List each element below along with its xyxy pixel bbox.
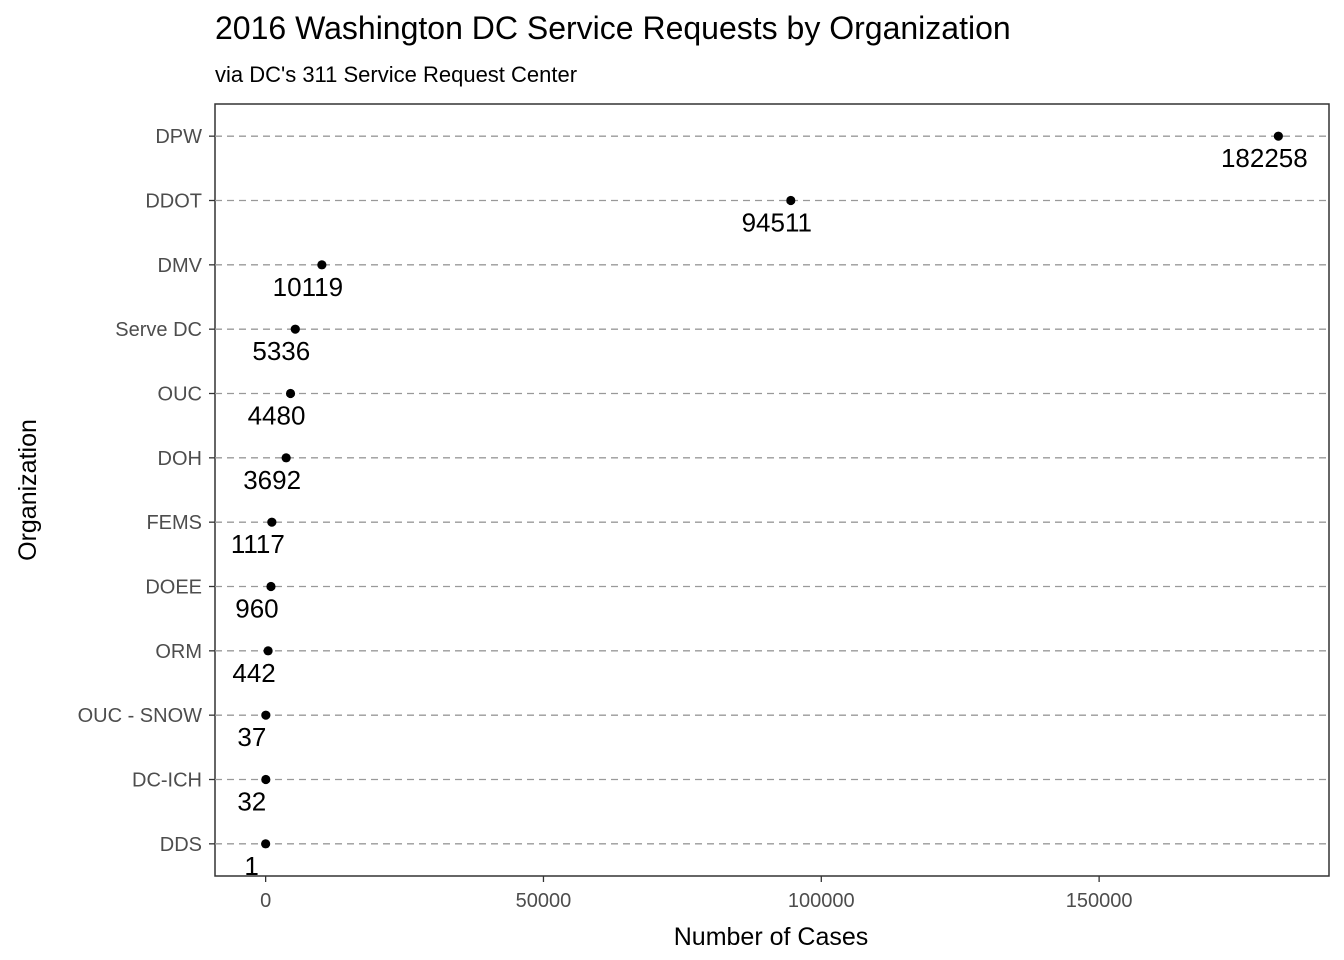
data-point [290, 324, 300, 334]
chart-title: 2016 Washington DC Service Requests by O… [215, 10, 1011, 46]
y-axis-title: Organization [14, 419, 42, 561]
grid-lines [215, 135, 1329, 845]
data-label: 1117 [231, 529, 285, 559]
y-tick-label: DOEE [145, 577, 202, 599]
y-tick-label: DDS [160, 834, 202, 856]
y-tick-label: FEMS [146, 512, 202, 534]
x-tick-label: 150000 [1066, 890, 1133, 912]
data-point [317, 260, 327, 270]
data-labels: 182258 94511 10119 5336 4480 3692 1117 960 442 37… [231, 143, 1308, 881]
plot-panel [214, 103, 1330, 877]
data-point [786, 195, 796, 206]
data-point [266, 581, 276, 592]
data-label: 4480 [248, 401, 306, 431]
y-tick-label: DMV [158, 255, 203, 277]
y-tick-label: Serve DC [115, 319, 202, 341]
y-tick-label: DOH [158, 448, 202, 470]
x-tick-label: 0 [260, 890, 271, 912]
chart-subtitle: via DC's 311 Service Request Center [215, 62, 578, 87]
data-point [261, 774, 271, 785]
data-label: 182258 [1221, 143, 1308, 173]
data-label: 1 [244, 851, 258, 881]
data-label: 5336 [252, 336, 310, 366]
data-point [285, 388, 296, 399]
data-point [1273, 131, 1283, 141]
x-axis-title: Number of Cases [674, 923, 869, 951]
y-tick-label: OUC [158, 384, 202, 406]
y-tick-label: DC-ICH [132, 770, 202, 792]
data-point [261, 839, 271, 849]
y-tick-label: DDOT [145, 191, 202, 213]
data-points [261, 131, 1283, 849]
data-label: 3692 [243, 465, 301, 495]
data-point [267, 517, 277, 527]
x-tick-label: 50000 [516, 890, 572, 912]
y-tick-label: OUC - SNOW [78, 705, 203, 727]
data-point [261, 710, 271, 720]
data-label: 32 [237, 787, 266, 817]
data-point [281, 453, 291, 463]
data-label: 94511 [742, 208, 812, 238]
data-point [263, 646, 273, 656]
data-label: 37 [237, 722, 266, 752]
data-label: 10119 [273, 272, 343, 302]
data-label: 442 [232, 658, 275, 688]
y-tick-label: DPW [155, 126, 202, 148]
x-axis-ticks: 0 50000 100000 150000 [260, 876, 1132, 912]
y-tick-label: ORM [155, 641, 202, 663]
data-label: 960 [235, 594, 278, 624]
x-tick-label: 100000 [788, 890, 855, 912]
y-axis-ticks: DPW DDOT DMV Serve DC OUC DOH FEMS DOEE ORM OUC -… [78, 126, 215, 856]
